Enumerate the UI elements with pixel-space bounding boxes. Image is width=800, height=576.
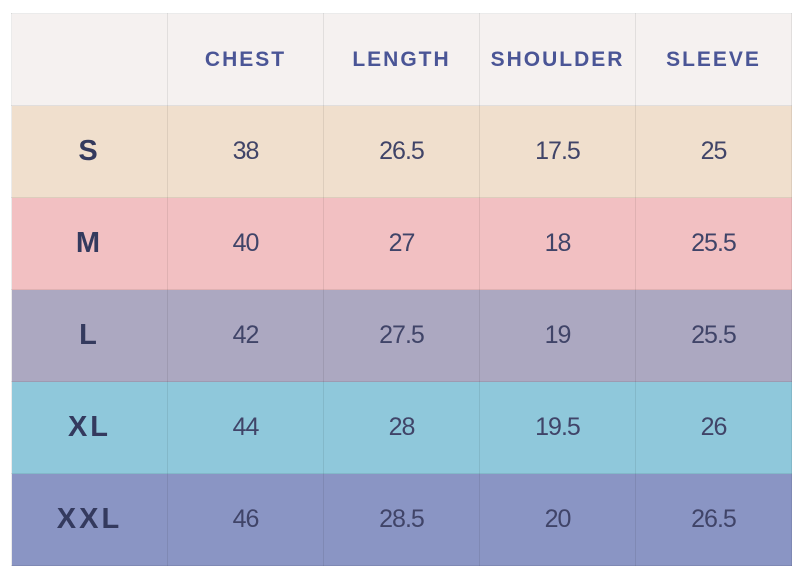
size-label: XXL xyxy=(11,473,168,566)
measure-cell: 42 xyxy=(167,289,324,382)
measure-cell: 18 xyxy=(479,197,636,290)
measure-cell: 19 xyxy=(479,289,636,382)
measure-cell: 26.5 xyxy=(323,105,480,198)
column-header: SHOULDER xyxy=(479,13,636,106)
size-row: M 40 27 18 25.5 xyxy=(11,197,792,290)
measure-cell: 25 xyxy=(635,105,792,198)
measure-cell: 25.5 xyxy=(635,197,792,290)
corner-cell xyxy=(11,13,168,106)
column-header: SLEEVE xyxy=(635,13,792,106)
size-row: L 42 27.5 19 25.5 xyxy=(11,289,792,382)
measure-cell: 38 xyxy=(167,105,324,198)
size-row: S 38 26.5 17.5 25 xyxy=(11,105,792,198)
measure-cell: 46 xyxy=(167,473,324,566)
header-row: CHEST LENGTH SHOULDER SLEEVE xyxy=(11,13,792,106)
measure-cell: 17.5 xyxy=(479,105,636,198)
measure-cell: 20 xyxy=(479,473,636,566)
measure-cell: 28 xyxy=(323,381,480,474)
size-label: M xyxy=(11,197,168,290)
size-row: XXL 46 28.5 20 26.5 xyxy=(11,473,792,566)
measure-cell: 27 xyxy=(323,197,480,290)
measure-cell: 40 xyxy=(167,197,324,290)
measure-cell: 28.5 xyxy=(323,473,480,566)
size-row: XL 44 28 19.5 26 xyxy=(11,381,792,474)
measure-cell: 27.5 xyxy=(323,289,480,382)
column-header: LENGTH xyxy=(323,13,480,106)
size-label: XL xyxy=(11,381,168,474)
size-label: L xyxy=(11,289,168,382)
measure-cell: 19.5 xyxy=(479,381,636,474)
size-table: CHEST LENGTH SHOULDER SLEEVE S 38 26.5 17.5 25 M… xyxy=(11,13,792,566)
size-label: S xyxy=(11,105,168,198)
measure-cell: 25.5 xyxy=(635,289,792,382)
measure-cell: 26.5 xyxy=(635,473,792,566)
measure-cell: 44 xyxy=(167,381,324,474)
measure-cell: 26 xyxy=(635,381,792,474)
column-header: CHEST xyxy=(167,13,324,106)
